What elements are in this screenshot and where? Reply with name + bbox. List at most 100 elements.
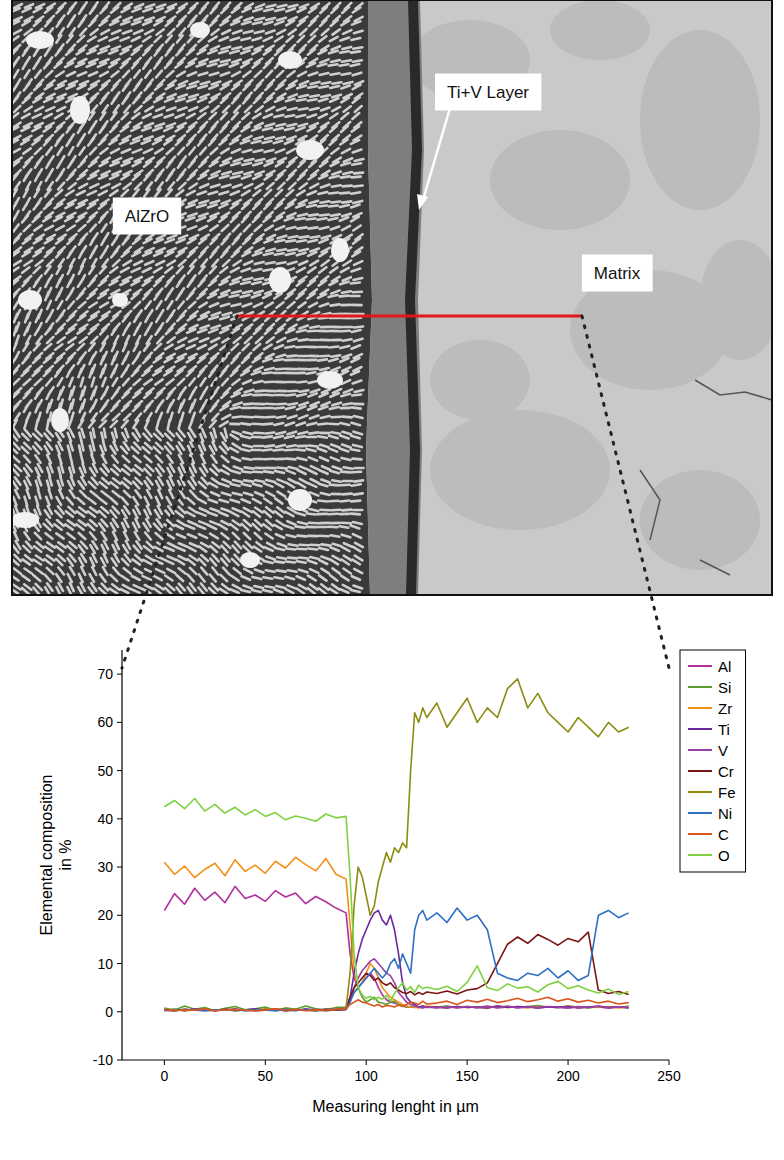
blob [240,552,260,568]
layer-edge [405,0,422,595]
image-label: AlZrO [113,198,181,235]
blob [190,22,210,38]
plot-lines [164,679,628,1011]
legend-swatch [688,833,712,835]
label-box [435,74,541,111]
y-tick [117,963,122,964]
x-tick-label: 200 [556,1068,580,1084]
image-label-text: Ti+V Layer [447,83,529,102]
series-line [164,959,628,1011]
y-tick [117,1011,122,1012]
figure: AlZrO Ti+V Layer Matrix -10 0 10 20 30 40 50 60 70 0… [0,0,784,1160]
legend-swatch [688,665,712,667]
x-tick-label: 50 [258,1068,274,1084]
y-tick-label: 0 [105,1004,113,1020]
x-tick [568,1060,569,1065]
legend-label: C [718,826,729,843]
y-tick [117,770,122,771]
x-tick-label: 250 [657,1068,681,1084]
legend-swatch [688,707,712,709]
series-line [164,799,628,1002]
blob [51,408,69,432]
legend-label: Cr [718,763,734,780]
y-tick-label: 50 [97,763,113,779]
grain [430,340,530,420]
grain [490,130,630,230]
blob [112,293,128,307]
y-tick [117,722,122,723]
y-tick [117,915,122,916]
y-tick-label: 30 [97,859,113,875]
grain [640,470,760,570]
x-tick-label: 150 [455,1068,479,1084]
legend-swatch [688,770,712,772]
series-line [164,679,628,1011]
y-tick [117,1060,122,1061]
x-axis-line [122,1059,669,1060]
y-tick-label: 20 [97,907,113,923]
y-tick-label: 40 [97,811,113,827]
blob [288,489,312,511]
y-axis-title: Elemental compositionin % [38,775,74,936]
x-tick-label: 0 [160,1068,168,1084]
grain [700,240,772,360]
series-line [164,908,628,1011]
grain [550,0,650,60]
label-box [582,255,653,292]
image-label: Ti+V Layer [435,74,541,111]
blob [12,512,39,528]
x-tick [467,1060,468,1065]
blob [26,31,54,49]
lamellae [12,2,364,595]
y-tick [117,867,122,868]
image-label-text: AlZrO [125,207,169,226]
matrix-bg [12,0,772,595]
legend-swatch [688,854,712,856]
legend: AlSiZrTiVCrFeNiCO [680,650,746,872]
x-tick [366,1060,367,1065]
y-tick-label: 60 [97,714,113,730]
measure-line [237,315,582,318]
series-line [164,997,628,1011]
legend-swatch [688,749,712,751]
legend-label: V [718,742,728,759]
blob [331,238,349,262]
legend-label: Fe [718,784,736,801]
x-tick [164,1060,165,1065]
micrograph [12,0,772,595]
y-tick-label: 10 [97,956,113,972]
blob [278,51,302,69]
grain [430,410,610,530]
legend-swatch [688,791,712,793]
legend-label: Ti [718,721,730,738]
arrow-head [417,194,428,210]
blob [317,371,343,389]
legend-label: Al [718,658,731,675]
legend-label: Ni [718,805,732,822]
blob [70,96,90,124]
arrow-shaft [423,108,450,200]
y-tick [117,674,122,675]
y-title-line: in % [57,839,74,870]
legend-label: O [718,847,730,864]
series-line [164,932,628,1011]
image-frame [12,0,772,595]
y-title-line: Elemental composition [38,775,55,936]
y-tick-label: 70 [97,666,113,682]
legend-label: Si [718,679,731,696]
crack [640,380,772,575]
y-tick-label: -10 [93,1052,113,1068]
legend-swatch [688,686,712,688]
series-line [164,910,628,1010]
x-tick [265,1060,266,1065]
image-label: Matrix [582,255,653,292]
blob [296,140,324,160]
legend-swatch [688,812,712,814]
layer-band [366,0,424,595]
grain [640,30,760,210]
connector [122,316,237,668]
blob [18,290,42,310]
x-axis-title: Measuring lenght in µm [312,1098,479,1115]
x-tick [669,1060,670,1065]
legend-swatch [688,728,712,730]
